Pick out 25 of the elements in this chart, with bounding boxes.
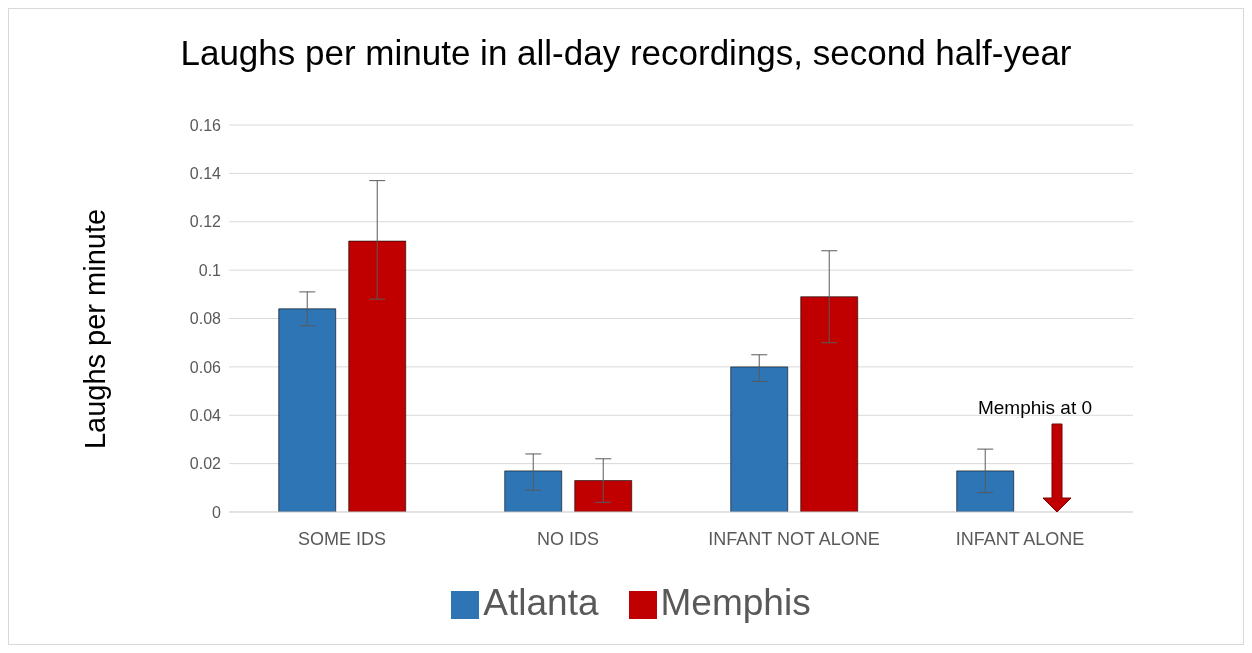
bar: [574, 480, 633, 512]
bar: [730, 366, 789, 512]
y-tick-label: 0.02: [189, 455, 222, 473]
y-tick-label: 0.16: [189, 116, 222, 134]
y-tick-label: 0.14: [189, 165, 222, 183]
legend-label: Memphis: [660, 582, 811, 623]
x-tick-label: NO IDS: [536, 528, 600, 549]
bar: [348, 240, 407, 512]
y-tick-label: 0.08: [189, 310, 222, 328]
y-axis-title: Laughs per minute: [78, 208, 112, 450]
annotation: Memphis at 0: [977, 397, 1093, 418]
chart-title: Laughs per minute in all-day recordings, second half-year: [179, 33, 1073, 73]
bar: [504, 470, 563, 512]
bar: [956, 470, 1015, 512]
x-tick-label: SOME IDS: [297, 528, 387, 549]
legend-label: Atlanta: [483, 582, 599, 623]
x-tick-label: INFANT NOT ALONE: [708, 528, 880, 549]
y-tick-label: 0: [212, 503, 222, 521]
bar: [800, 296, 859, 512]
bar: [278, 308, 337, 512]
y-tick-label: 0.06: [189, 358, 222, 376]
x-tick-label: INFANT ALONE: [955, 528, 1085, 549]
y-tick-label: 0.04: [189, 406, 222, 424]
y-tick-label: 0.12: [189, 213, 222, 231]
y-tick-label: 0.1: [198, 261, 222, 279]
